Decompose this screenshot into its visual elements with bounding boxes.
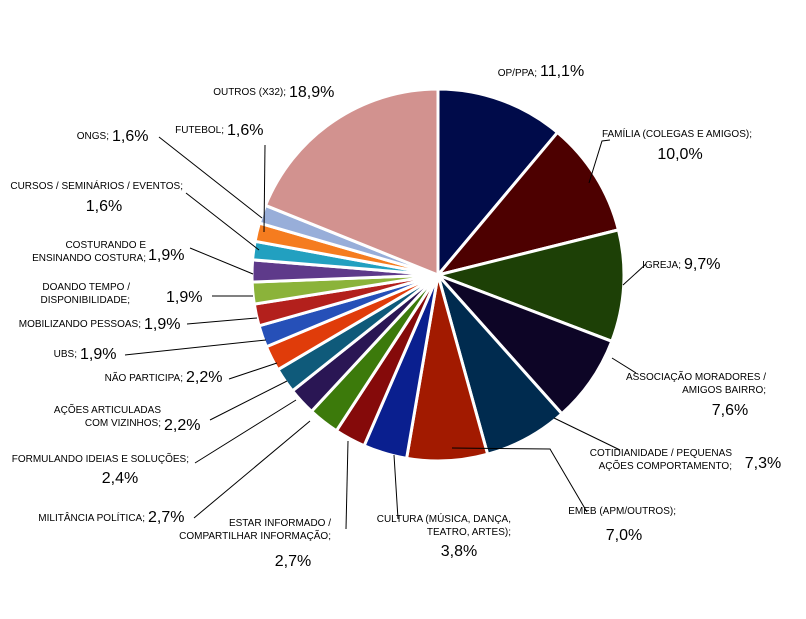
slice-labels: OP/PPA; 11,1% FAMÍLIA (COLEGAS E AMIGOS); 1… xyxy=(10,63,781,570)
slice-label-3-line-1: IGREJA; xyxy=(642,260,681,271)
slice-label-8-line-1: ESTAR INFORMADO / xyxy=(229,518,331,529)
slice-label-16-line-1: COSTURANDO E xyxy=(65,240,146,251)
slice-label-11-line-1: AÇÕES ARTICULADAS xyxy=(54,403,161,416)
slice-value-17: 1,6% xyxy=(86,198,122,215)
slice-label-4-line-2: AMIGOS BAIRRO; xyxy=(682,385,766,396)
pie-slice-2 xyxy=(433,130,621,278)
slice-label-12-line-1: NÃO PARTICIPA; xyxy=(105,371,183,384)
slice-label-20-line-1: OUTROS (X32); xyxy=(213,87,286,98)
leader-lines xyxy=(124,136,647,530)
slice-label-7-line-1: CULTURA (MÚSICA, DANÇA, xyxy=(377,512,511,525)
slice-value-12: 2,2% xyxy=(186,369,222,386)
slice-value-16: 1,9% xyxy=(148,247,184,264)
slice-label-1-line-1: OP/PPA; xyxy=(498,68,537,79)
slice-label-14-line-1: MOBILIZANDO PESSOAS; xyxy=(19,319,141,330)
pie-slice-20 xyxy=(263,87,440,278)
slice-label-18-line-1: FUTEBOL; xyxy=(175,125,224,136)
slice-label-6-line-1: EMEB (APM/OUTROS); xyxy=(568,506,676,517)
slice-value-19: 1,6% xyxy=(112,128,148,145)
leader-line-9 xyxy=(193,420,311,519)
leader-line-13 xyxy=(124,339,267,356)
leader-line-11 xyxy=(209,380,288,421)
slice-label-13-line-1: UBS; xyxy=(54,349,77,360)
slice-label-16-line-2: ENSINANDO COSTURA; xyxy=(32,253,146,264)
leader-line-8 xyxy=(345,440,349,530)
slice-label-9-line-1: MILITÂNCIA POLÍTICA; xyxy=(38,511,145,524)
leader-line-7 xyxy=(393,454,399,520)
slice-value-6: 7,0% xyxy=(606,527,642,544)
slice-label-10-line-1: FORMULANDO IDEIAS E SOLUÇÕES; xyxy=(12,452,189,465)
leader-line-19 xyxy=(158,136,263,219)
slice-label-15-line-1: DOANDO TEMPO / xyxy=(42,282,130,293)
slice-value-2: 10,0% xyxy=(657,146,702,163)
slice-value-14: 1,9% xyxy=(144,316,180,333)
slice-label-2-line-1: FAMÍLIA (COLEGAS E AMIGOS); xyxy=(602,127,752,140)
slice-label-8-line-2: COMPARTILHAR INFORMAÇÃO; xyxy=(179,529,331,542)
leader-line-17 xyxy=(185,192,260,251)
slice-value-7: 3,8% xyxy=(441,543,477,560)
leader-line-10 xyxy=(194,399,297,464)
slice-value-3: 9,7% xyxy=(684,256,720,273)
slice-value-18: 1,6% xyxy=(227,122,263,139)
leader-line-3 xyxy=(622,263,647,286)
pie-slice-3 xyxy=(433,228,626,344)
slice-value-10: 2,4% xyxy=(102,470,138,487)
leader-line-6 xyxy=(451,447,588,513)
slice-value-20: 18,9% xyxy=(289,84,334,101)
leader-line-18 xyxy=(263,144,266,233)
slice-label-17-line-1: CURSOS / SEMINÁRIOS / EVENTOS; xyxy=(10,179,183,192)
slice-label-15-line-2: DISPONIBILIDADE; xyxy=(41,295,130,306)
slice-value-1: 11,1% xyxy=(540,63,584,80)
slice-value-15: 1,9% xyxy=(166,289,202,306)
slice-value-13: 1,9% xyxy=(80,346,116,363)
slice-label-5-line-2: AÇÕES COMPORTAMENTO; xyxy=(599,459,732,472)
slice-label-5-line-1: COTIDIANIDADE / PEQUENAS xyxy=(590,448,733,459)
leader-line-2 xyxy=(588,139,611,184)
leader-line-4 xyxy=(611,357,637,374)
slice-value-9: 2,7% xyxy=(148,509,184,526)
slice-value-11: 2,2% xyxy=(164,417,200,434)
slice-value-8: 2,7% xyxy=(275,553,311,570)
leader-line-5 xyxy=(553,417,621,451)
slice-label-11-line-2: COM VIZINHOS; xyxy=(85,418,161,429)
leader-line-14 xyxy=(186,317,258,325)
leader-line-16 xyxy=(189,247,254,275)
pie-slice-1 xyxy=(436,87,560,280)
slice-label-7-line-2: TEATRO, ARTES); xyxy=(427,527,511,538)
slice-label-4-line-1: ASSOCIAÇÃO MORADORES / xyxy=(626,370,766,383)
pie-slices xyxy=(250,87,626,463)
slice-value-5: 7,3% xyxy=(745,455,781,472)
slice-label-19-line-1: ONGS; xyxy=(77,131,109,142)
leader-line-12 xyxy=(228,362,278,380)
slice-value-4: 7,6% xyxy=(712,402,748,419)
